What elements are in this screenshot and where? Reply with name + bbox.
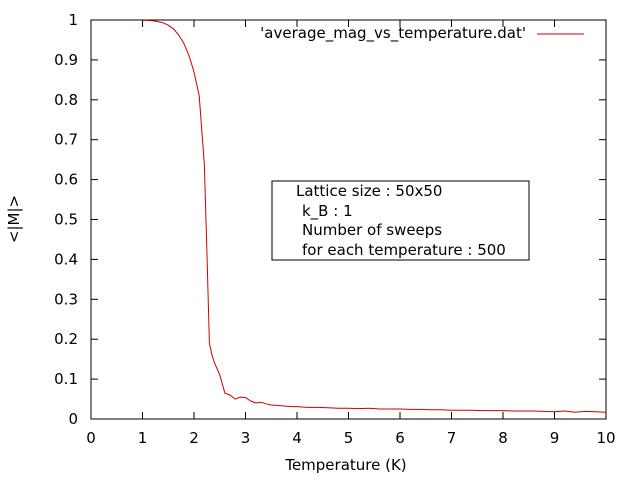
- annotation-line-4: for each temperature : 500: [302, 241, 506, 259]
- annotation-frame: [271, 180, 530, 261]
- y-tick-label: 0.2: [54, 330, 78, 348]
- x-tick-label: 7: [447, 429, 457, 447]
- x-axis-label: Temperature (K): [284, 456, 406, 474]
- x-tick-label: 8: [498, 429, 508, 447]
- series-layer: [142, 19, 607, 413]
- annotation-line-2: k_B : 1: [302, 202, 353, 221]
- y-tick-label: 1: [68, 11, 78, 29]
- x-tick-label: 10: [596, 429, 615, 447]
- y-tick-label: 0.8: [54, 91, 78, 109]
- y-tick-label: 0.7: [54, 131, 78, 149]
- legend-label: 'average_mag_vs_temperature.dat': [260, 24, 526, 43]
- axis-ticks: [90, 19, 607, 420]
- annotation-line-3: Number of sweeps: [302, 221, 442, 239]
- x-tick-label: 1: [138, 429, 148, 447]
- y-tick-label: 0.9: [54, 51, 78, 69]
- y-axis-label: <|M|>: [5, 195, 23, 243]
- legend: 'average_mag_vs_temperature.dat': [260, 24, 584, 43]
- x-tick-label: 5: [344, 429, 354, 447]
- y-tick-label: 0.3: [54, 290, 78, 308]
- y-tick-label: 0: [68, 410, 78, 428]
- y-tick-label: 0.6: [54, 171, 78, 189]
- annotation-line-1: Lattice size : 50x50: [296, 182, 442, 200]
- x-tick-label: 6: [395, 429, 405, 447]
- x-tick-labels: 0 1 2 3 4 5 6 7 8 9 10: [86, 429, 615, 447]
- x-tick-label: 4: [292, 429, 302, 447]
- x-tick-label: 0: [86, 429, 96, 447]
- y-tick-label: 0.1: [54, 370, 78, 388]
- x-tick-label: 2: [189, 429, 199, 447]
- annotation-box: Lattice size : 50x50 k_B : 1 Number of s…: [271, 180, 530, 261]
- y-tick-labels: 0 0.1 0.2 0.3 0.4 0.5 0.6 0.7 0.8 0.9 1: [54, 11, 78, 428]
- x-tick-label: 9: [550, 429, 560, 447]
- y-tick-label: 0.5: [54, 211, 78, 229]
- series-line: [142, 19, 607, 413]
- x-tick-label: 3: [241, 429, 251, 447]
- y-tick-label: 0.4: [54, 250, 78, 268]
